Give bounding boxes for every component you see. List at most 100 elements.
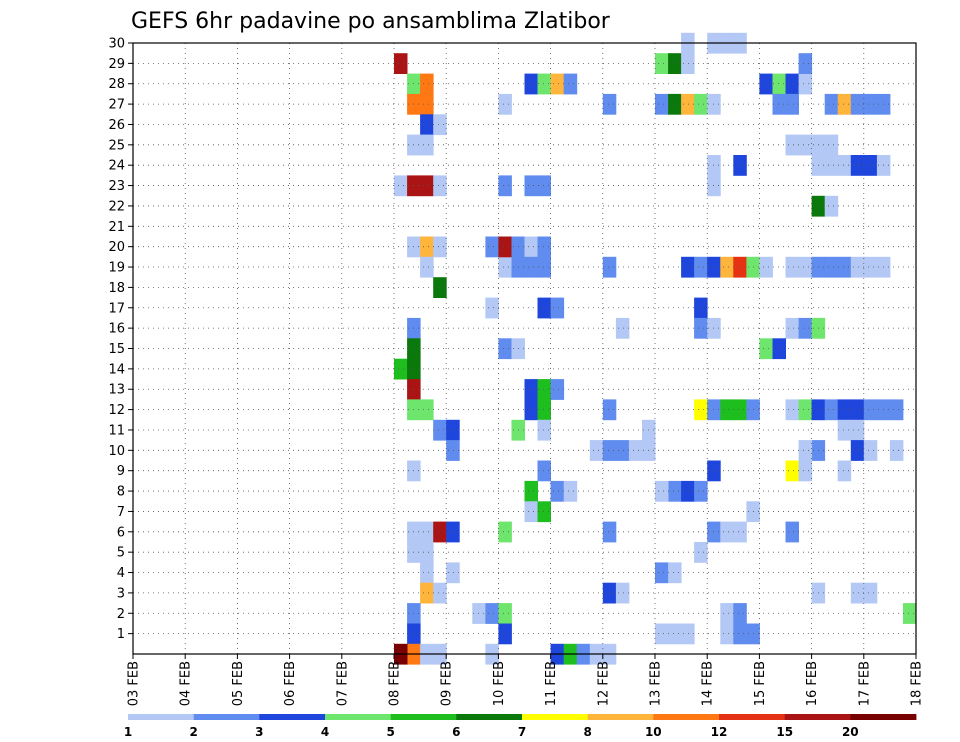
heatmap-cell bbox=[433, 175, 447, 197]
heatmap-cell bbox=[498, 175, 512, 197]
heatmap-cell bbox=[759, 73, 773, 95]
colorbar-tick-label: 6 bbox=[452, 725, 460, 739]
heatmap-cell bbox=[524, 236, 538, 258]
heatmap-cell bbox=[903, 603, 917, 624]
heatmap-cell bbox=[394, 53, 408, 74]
heatmap-cell bbox=[668, 623, 682, 645]
heatmap-cell bbox=[824, 195, 839, 217]
y-tick-label: 22 bbox=[108, 199, 125, 214]
heatmap-cell bbox=[759, 338, 773, 360]
heatmap-cell bbox=[420, 134, 434, 156]
x-tick-label: 15 FEB bbox=[753, 661, 768, 706]
heatmap-cell bbox=[798, 256, 813, 278]
y-tick-label: 17 bbox=[108, 301, 125, 316]
heatmap-cell bbox=[446, 440, 460, 461]
heatmap-cell bbox=[824, 399, 839, 421]
colorbar-tick-label: 4 bbox=[321, 725, 329, 739]
x-axis-ticks: 03 FEB 04 FEB 05 FEB 06 FEB 07 FEB 08 FEB 09 F… bbox=[127, 654, 925, 706]
heatmap-cell bbox=[889, 399, 904, 421]
heatmap-cell bbox=[550, 480, 565, 502]
heatmap-cell bbox=[655, 480, 669, 502]
heatmap-cell bbox=[694, 480, 708, 502]
colorbar-tick-label: 2 bbox=[190, 725, 198, 739]
colorbar-tick-label: 5 bbox=[387, 725, 395, 739]
heatmap-cell bbox=[537, 297, 551, 319]
heatmap-cell bbox=[668, 562, 682, 584]
heatmap-cell bbox=[498, 521, 512, 543]
heatmap-cell bbox=[498, 236, 512, 258]
x-tick-label: 17 FEB bbox=[857, 661, 872, 706]
heatmap-cell bbox=[498, 603, 512, 624]
y-tick-label: 2 bbox=[117, 607, 125, 622]
colorbar-segment bbox=[719, 714, 786, 720]
heatmap-cell bbox=[420, 256, 434, 278]
x-tick-label: 04 FEB bbox=[179, 661, 194, 706]
heatmap-cell bbox=[628, 440, 643, 461]
heatmap-cell bbox=[694, 317, 708, 339]
heatmap-cell bbox=[550, 379, 565, 400]
grid-lines bbox=[133, 42, 916, 654]
y-tick-label: 9 bbox=[117, 464, 125, 479]
heatmap-cell bbox=[446, 521, 460, 543]
heatmap-cell bbox=[420, 399, 434, 421]
colorbar-tick-label: 15 bbox=[776, 725, 793, 739]
heatmap-cell bbox=[420, 93, 434, 115]
heatmap-cell bbox=[550, 73, 565, 95]
heatmap-cell bbox=[824, 93, 839, 115]
y-tick-label: 10 bbox=[108, 444, 125, 459]
heatmap-cell bbox=[850, 440, 865, 461]
heatmap-cell bbox=[537, 175, 551, 197]
heatmap-cell bbox=[602, 521, 617, 543]
heatmap-cell bbox=[824, 256, 839, 278]
heatmap-cell bbox=[798, 317, 813, 339]
y-tick-label: 18 bbox=[108, 281, 125, 296]
y-tick-label: 15 bbox=[108, 342, 125, 357]
heatmap-cell bbox=[655, 93, 669, 115]
heatmap-cell bbox=[824, 155, 839, 176]
heatmap-cell bbox=[420, 521, 434, 543]
chart-title: GEFS 6hr padavine po ansamblima Zlatibor bbox=[131, 9, 611, 34]
x-tick-label: 12 FEB bbox=[596, 661, 611, 706]
heatmap-cell bbox=[472, 603, 486, 624]
y-tick-label: 7 bbox=[117, 505, 125, 520]
heatmap-cell bbox=[850, 256, 865, 278]
heatmap-cell bbox=[681, 256, 695, 278]
heatmap-cell bbox=[615, 440, 630, 461]
y-tick-label: 21 bbox=[108, 220, 125, 235]
colorbar-segment bbox=[653, 714, 720, 720]
x-tick-label: 05 FEB bbox=[231, 661, 246, 706]
heatmap-cell bbox=[850, 419, 865, 441]
colorbar-segment bbox=[128, 714, 195, 720]
colorbar-segment bbox=[850, 714, 917, 720]
heatmap-cell bbox=[524, 501, 538, 523]
heatmap-cell bbox=[485, 236, 499, 258]
heatmap-cell bbox=[655, 562, 669, 584]
heatmap-cell bbox=[694, 399, 708, 421]
heatmap-cell bbox=[837, 93, 852, 115]
heatmap-cell bbox=[589, 440, 604, 461]
heatmap-cell bbox=[850, 155, 865, 176]
heatmap-cell bbox=[563, 73, 578, 95]
heatmap-cell bbox=[694, 93, 708, 115]
heatmap-cell bbox=[537, 419, 551, 441]
colorbar-tick-label: 1 bbox=[124, 725, 132, 739]
y-tick-label: 20 bbox=[108, 240, 125, 255]
y-tick-label: 26 bbox=[108, 118, 125, 133]
heatmap-cell bbox=[733, 256, 747, 278]
x-tick-label: 09 FEB bbox=[440, 661, 455, 706]
heatmap-cell bbox=[720, 521, 734, 543]
heatmap-cell bbox=[733, 155, 747, 176]
heatmap-cell bbox=[798, 53, 813, 74]
heatmap-cell bbox=[798, 134, 813, 156]
heatmap-cell bbox=[785, 317, 799, 339]
heatmap-cell bbox=[433, 419, 447, 441]
y-tick-label: 13 bbox=[108, 383, 125, 398]
heatmap-cell bbox=[602, 582, 617, 604]
heatmap-cell bbox=[837, 155, 852, 176]
colorbar-segment bbox=[587, 714, 654, 720]
heatmap-cell bbox=[863, 399, 878, 421]
heatmap-cell bbox=[433, 114, 447, 136]
heatmap-cell bbox=[420, 542, 434, 563]
heatmap-cell bbox=[850, 93, 865, 115]
colorbar-segment bbox=[259, 714, 326, 720]
